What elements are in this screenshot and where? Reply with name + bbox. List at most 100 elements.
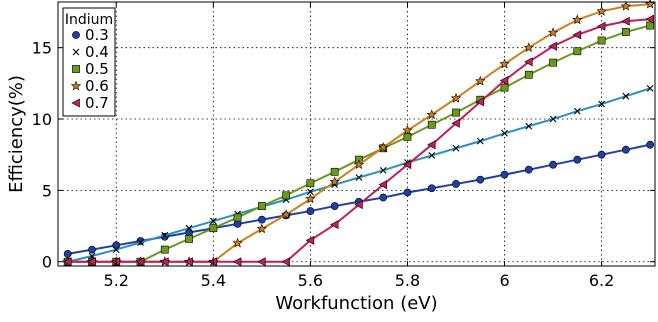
x-marker-stroke [573,107,581,115]
data-point [378,142,389,152]
data-point [306,179,315,188]
data-point [523,42,534,53]
data-point [160,257,169,267]
data-point [549,160,557,169]
y-tick-label: 5 [42,181,52,200]
x-tick-label: 6 [499,271,509,290]
data-point [280,209,292,220]
data-point [524,70,533,79]
legend-entry: 0.5 [72,60,109,78]
data-point [452,108,460,117]
series-0-4 [64,84,654,266]
data-point [450,92,462,103]
x-tick-label: 6.2 [589,271,614,290]
data-point [185,234,193,243]
x-tick-label: 5.2 [104,271,129,290]
data-point [355,174,363,181]
legend-marker [71,98,80,108]
data-point [597,150,606,159]
x-tick-label: 5.8 [395,271,420,290]
y-tick-label: 15 [32,39,52,58]
data-point [282,191,291,200]
series-0-5 [63,21,655,266]
legend-marker [70,80,82,91]
plot-frame [57,1,656,267]
data-point [403,188,412,197]
series-line [67,18,651,263]
series-line [67,24,651,263]
legend-entry: 0.6 [70,77,109,95]
data-point [233,220,242,228]
x-tick-label: 5.4 [201,271,226,290]
data-point [281,257,290,267]
x-marker-stroke [428,152,436,159]
data-point [549,115,557,123]
data-point [644,0,656,9]
legend-marker [72,48,80,56]
x-marker-stroke [622,92,630,100]
x-marker-stroke [307,188,314,196]
data-point [500,83,509,92]
data-point [232,237,243,248]
data-point [137,239,144,246]
data-point [402,125,413,135]
data-point [209,224,218,233]
data-point [621,28,630,36]
legend-label: 0.4 [85,43,109,61]
x-marker-stroke [355,174,363,181]
data-point [330,202,339,210]
data-point [87,257,96,267]
y-axis-label: Efficiency(%) [6,75,27,193]
legend-title: Indium [65,12,113,28]
legend-marker [72,31,80,39]
data-point [161,231,169,239]
x-axis-label: Workfunction (eV) [275,293,437,314]
legend-label: 0.6 [85,77,109,95]
x-marker-stroke [185,224,193,232]
data-point [135,257,145,267]
data-point [573,155,582,164]
data-point [621,145,630,154]
data-point [475,75,486,86]
data-point [427,120,436,129]
x-marker-stroke [161,231,169,239]
data-point [427,140,436,150]
data-point [547,27,559,38]
x-marker-stroke [646,84,654,92]
data-point [646,140,655,149]
data-point [596,21,606,31]
data-point [233,213,242,222]
x-marker-stroke [452,144,460,152]
x-marker-stroke [549,115,557,123]
grid [58,2,655,266]
x-marker-stroke [501,129,508,137]
data-point [524,165,533,174]
series-line [67,87,651,263]
data-point [185,224,193,232]
data-point [379,193,388,202]
data-point [573,107,581,115]
series-layer [62,0,656,267]
legend-label: 0.3 [85,26,109,44]
data-point [256,223,268,234]
x-tick-label: 5.6 [298,271,323,290]
y-tick-label: 10 [32,110,52,129]
data-point [476,137,484,145]
data-point [572,30,582,40]
data-point [403,132,412,141]
data-point [378,180,387,190]
data-point [621,16,630,26]
data-point [646,84,654,92]
data-point [306,207,315,215]
data-point [598,100,605,108]
data-point [548,41,557,51]
data-point [500,170,509,179]
x-marker-stroke [379,167,387,174]
data-point [426,109,437,120]
data-point [525,122,533,130]
data-point [499,58,510,69]
x-marker-stroke [72,48,80,56]
legend-entry: 0.4 [72,43,109,61]
data-point [305,193,316,204]
